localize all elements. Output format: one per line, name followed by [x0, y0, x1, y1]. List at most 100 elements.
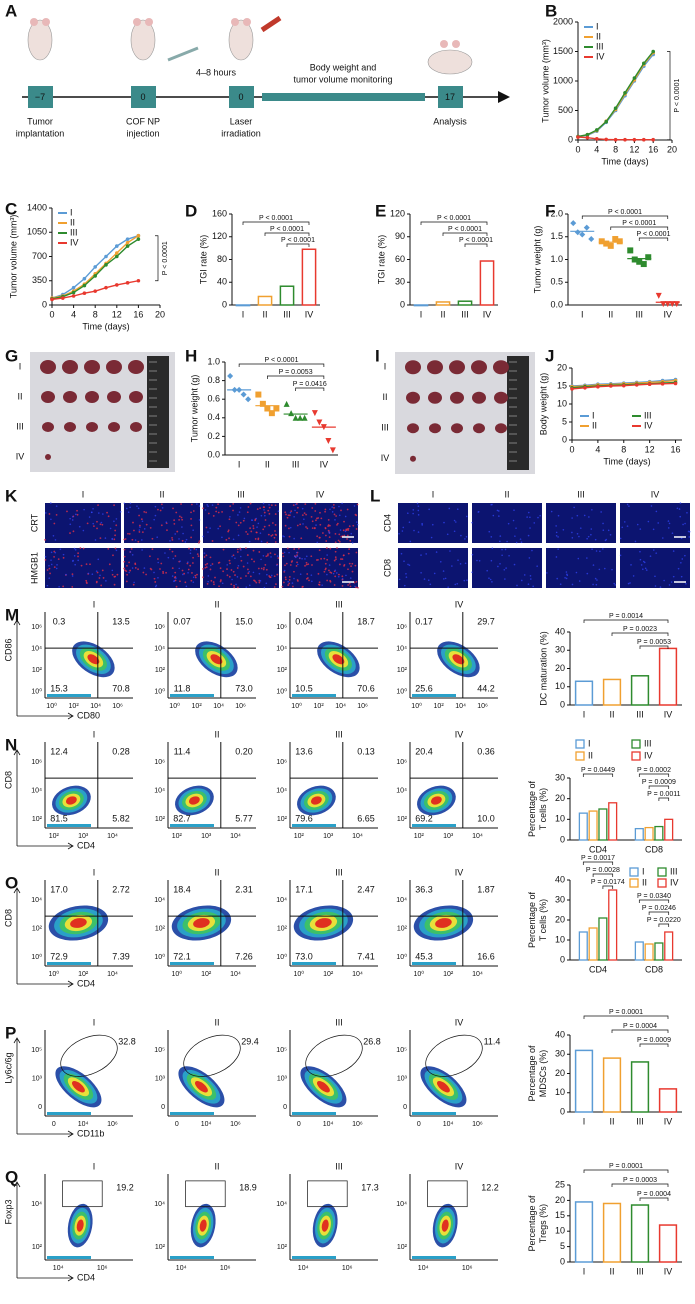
nucleus: [451, 565, 453, 567]
axis-events: [292, 694, 336, 697]
nucleus: [131, 554, 134, 556]
data-point: [297, 414, 304, 421]
p-value: P = 0.0017: [581, 855, 615, 862]
nucleus: [629, 582, 631, 584]
stain: [194, 574, 197, 577]
tumor: [62, 360, 78, 374]
data-point: [227, 372, 234, 379]
nucleus: [246, 562, 249, 564]
stain: [341, 585, 344, 587]
quadrant-value: 0.36: [477, 746, 495, 756]
stain: [237, 524, 240, 527]
stain: [274, 533, 277, 536]
stain: [138, 531, 141, 533]
data-point: [125, 240, 130, 245]
significance-bracket: [639, 645, 669, 649]
stain: [305, 561, 308, 564]
stain: [232, 509, 234, 512]
nucleus: [71, 515, 74, 518]
row-label: II: [17, 391, 22, 401]
bar: [658, 1088, 678, 1113]
stain: [347, 552, 350, 555]
y-tick-label: 10⁴: [154, 788, 165, 795]
data-point: [125, 237, 130, 241]
data-point: [607, 242, 614, 249]
stain: [53, 555, 55, 558]
stain: [282, 555, 285, 558]
y-tick-label: 0.5: [550, 277, 563, 287]
y-tick-label: 0.2: [207, 431, 220, 441]
data-point: [651, 137, 655, 142]
plot-title: III: [335, 599, 343, 609]
x-tick-label: II: [609, 1116, 614, 1126]
stain: [267, 553, 269, 555]
tumor: [406, 391, 420, 404]
y-tick-label: 10³: [155, 1076, 166, 1083]
bar: [654, 825, 664, 841]
stain: [273, 536, 276, 539]
stain: [287, 584, 290, 586]
stain: [141, 531, 144, 534]
data-point: [588, 236, 595, 243]
nucleus: [94, 539, 97, 541]
p-value: P < 0.0001: [270, 226, 304, 233]
nucleus: [136, 505, 138, 507]
y-tick-label: 30: [555, 894, 565, 904]
y-tick-label: 10⁶: [31, 759, 42, 766]
stain: [215, 506, 218, 509]
plot-title: I: [93, 729, 96, 739]
nucleus: [420, 571, 422, 574]
nucleus: [676, 507, 679, 510]
data-point: [115, 254, 119, 259]
nucleus: [598, 568, 601, 571]
y-axis-label: Percentage of: [527, 1045, 537, 1102]
quadrant-value: 72.1: [173, 951, 191, 961]
x-tick-label: 10⁴: [176, 1265, 187, 1272]
y-tick-label: 1.0: [550, 254, 563, 264]
stain: [340, 558, 342, 560]
quadrant-value: 5.82: [112, 813, 130, 823]
nucleus: [682, 523, 684, 526]
y-tick-label: 10⁴: [396, 1201, 407, 1208]
nucleus: [559, 583, 562, 586]
stain: [286, 516, 289, 519]
tumor: [106, 360, 122, 374]
nucleus: [539, 514, 541, 517]
bar: [457, 300, 473, 306]
y-axis-label: Tumor weight (g): [532, 226, 542, 294]
y-tick-label: 0.0: [550, 299, 563, 309]
quadrant-value: 16.6: [477, 951, 495, 961]
y-tick-label: 10⁰: [396, 953, 407, 961]
quadrant-value: 17.1: [295, 884, 313, 894]
stain: [102, 577, 105, 579]
row-label: CRT: [29, 513, 39, 532]
stain: [320, 517, 323, 520]
nucleus: [154, 514, 157, 517]
nucleus: [592, 583, 594, 586]
y-tick-label: 10: [555, 934, 565, 944]
stain: [174, 555, 177, 557]
x-tick-label: 16: [133, 309, 143, 319]
quadrant-value: 20.4: [415, 746, 433, 756]
gate: [185, 1180, 226, 1208]
stain: [341, 575, 344, 578]
gate: [307, 1180, 348, 1208]
tumor: [128, 360, 144, 374]
nucleus: [192, 529, 194, 532]
stain: [219, 567, 222, 570]
gate: [60, 1034, 118, 1077]
nucleus: [602, 529, 605, 532]
y-tick-label: 10⁶: [396, 759, 407, 766]
bar: [578, 931, 588, 961]
stain: [324, 510, 326, 513]
significance-bracket: [658, 923, 670, 927]
stain: [219, 525, 221, 528]
bar: [574, 1049, 594, 1113]
stain: [131, 538, 134, 541]
data-point: [613, 106, 618, 110]
nucleus: [497, 565, 499, 568]
x-tick-label: 10²: [434, 703, 445, 710]
stain: [281, 585, 284, 588]
axis-events: [412, 1112, 456, 1115]
nucleus: [514, 535, 516, 537]
